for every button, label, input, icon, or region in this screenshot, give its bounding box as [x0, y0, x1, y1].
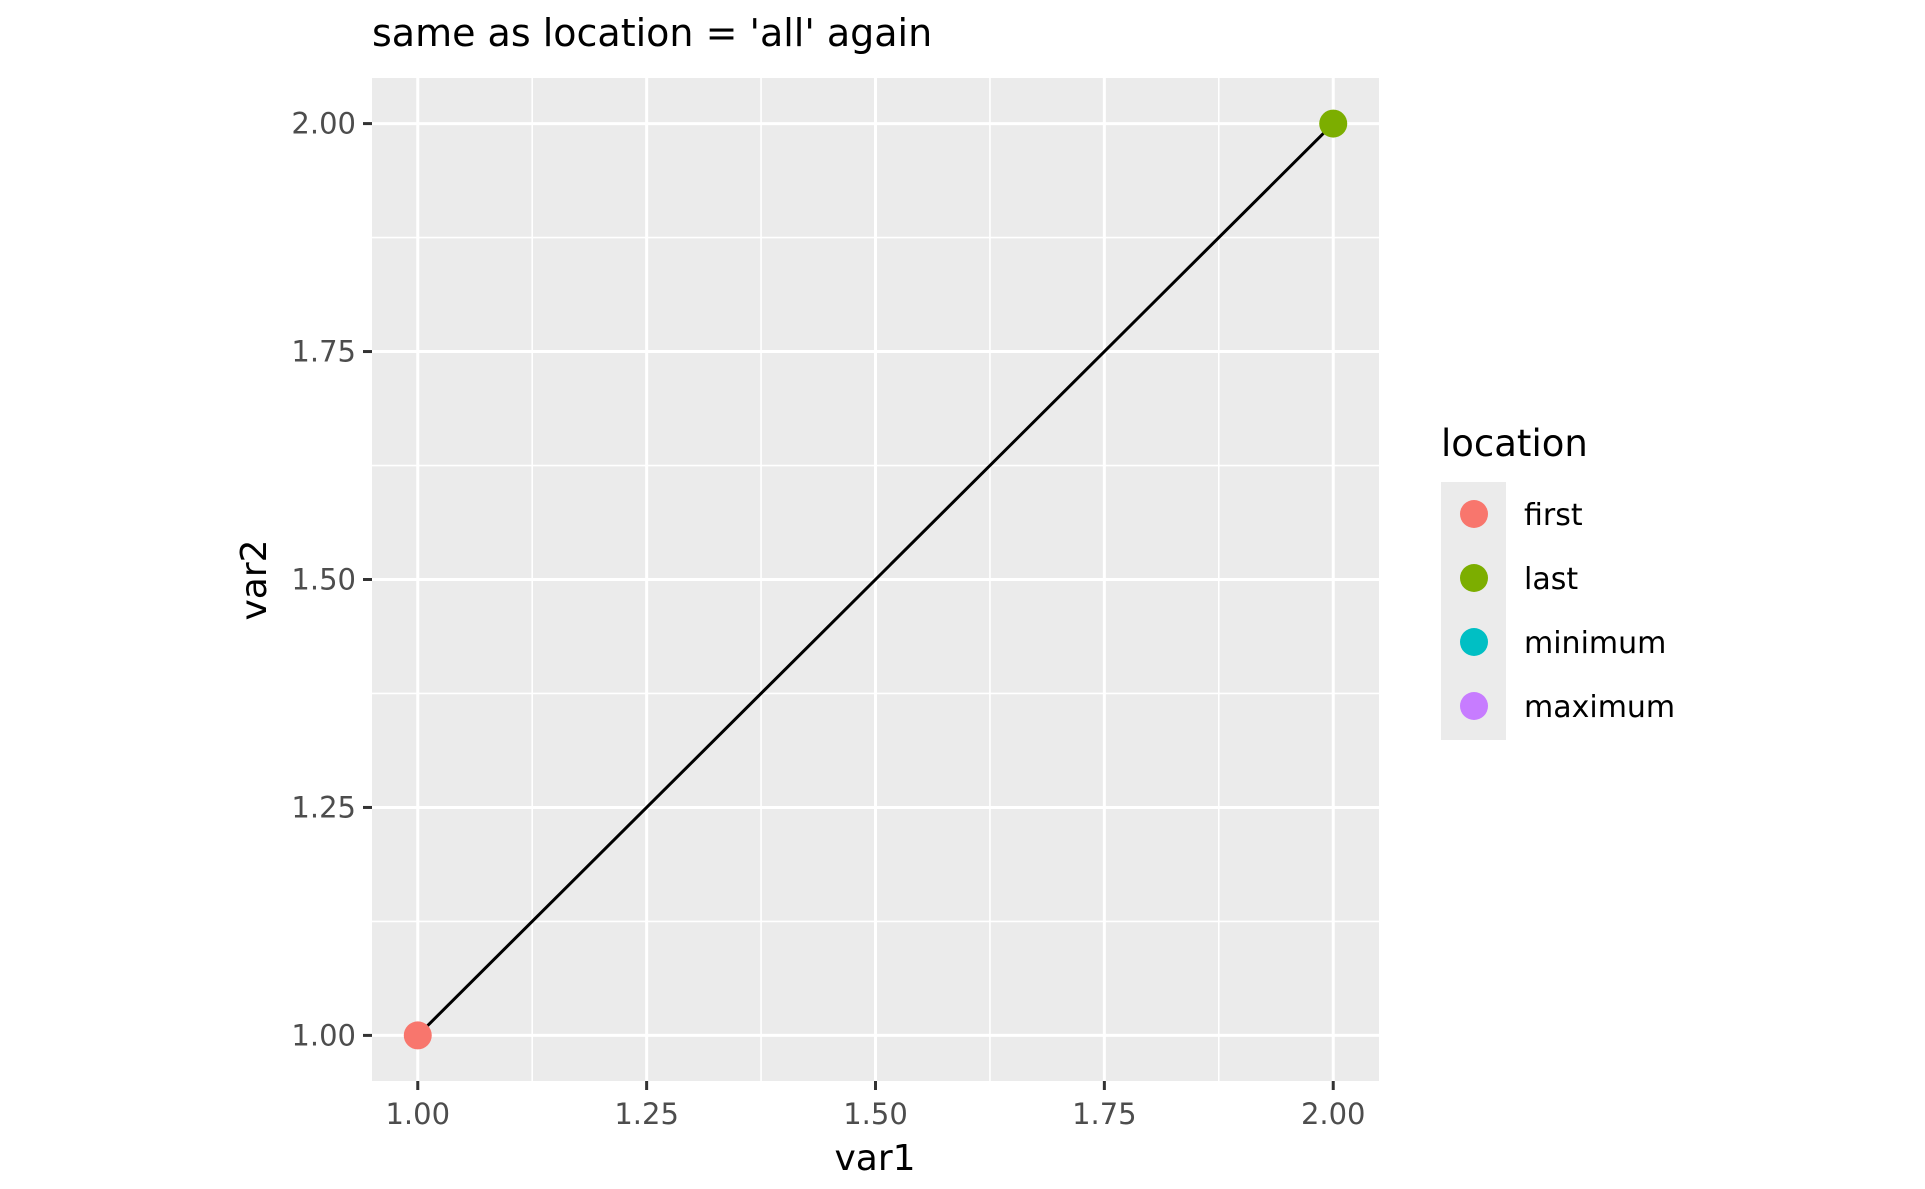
x-tick-label: 1.50 [843, 1097, 908, 1131]
legend-key-first [1460, 500, 1488, 528]
y-tick-label: 1.00 [291, 1018, 356, 1052]
x-axis-title: var1 [834, 1138, 915, 1179]
legend-label-first: first [1524, 498, 1583, 533]
y-tick-label: 1.75 [291, 335, 356, 369]
data-point-first [403, 1021, 432, 1050]
legend-items: first last minimum maximum [1460, 498, 1675, 725]
y-tick-label: 1.50 [291, 563, 356, 597]
data-point-last [1319, 109, 1348, 138]
y-tick-label: 2.00 [291, 107, 356, 141]
series-points-group [403, 109, 1348, 1050]
x-tick-label: 2.00 [1301, 1097, 1366, 1131]
series-line-group [416, 122, 1335, 1037]
legend-key-maximum [1460, 692, 1488, 720]
legend-label-minimum: minimum [1524, 626, 1666, 661]
series-line [416, 122, 1335, 1037]
legend-key-minimum [1460, 628, 1488, 656]
legend-label-maximum: maximum [1524, 690, 1675, 725]
x-tick-label: 1.00 [385, 1097, 450, 1131]
y-axis: 1.00 1.25 1.50 1.75 2.00 [291, 107, 372, 1052]
x-tick-label: 1.75 [1072, 1097, 1137, 1131]
chart-title: same as location = 'all' again [372, 11, 932, 55]
x-axis: 1.00 1.25 1.50 1.75 2.00 [385, 1081, 1366, 1131]
legend-label-last: last [1524, 562, 1578, 597]
legend-title: location [1441, 422, 1588, 465]
x-tick-label: 1.25 [614, 1097, 679, 1131]
legend-key-last [1460, 564, 1488, 592]
y-axis-title: var2 [234, 539, 275, 620]
legend: location first last minimum maximum [1441, 422, 1675, 740]
y-tick-label: 1.25 [291, 790, 356, 824]
